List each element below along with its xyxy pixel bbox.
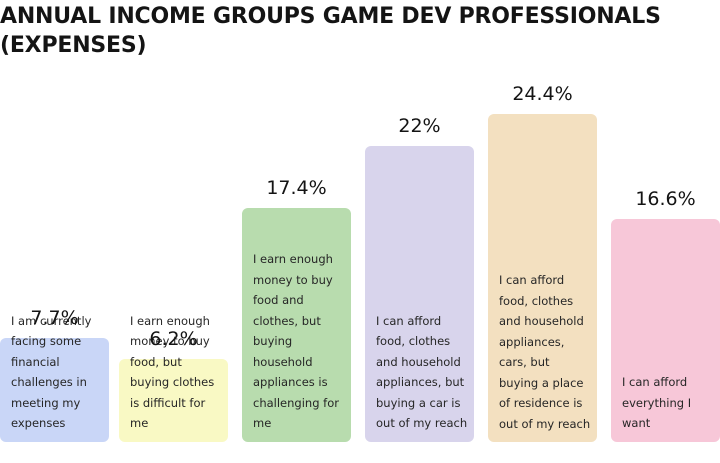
bar-category-label: I can afford everything I want xyxy=(622,375,692,431)
bar-category-label: I can afford food, clothes and household… xyxy=(499,273,591,431)
bar-category-label: I can afford food, clothes and household… xyxy=(376,313,468,431)
bar-2: I earn enough money to buy food, but buy… xyxy=(119,314,228,442)
bar-category-label: I earn enough money to buy food and clot… xyxy=(253,252,339,431)
bar-6: I can afford everything I want xyxy=(611,218,720,442)
bar-value-label: 6.2% xyxy=(149,327,198,350)
bar-5: I can afford food, clothes and household… xyxy=(488,114,597,442)
bar-value-label: 16.6% xyxy=(635,187,696,210)
bar-value-label: 17.4% xyxy=(266,177,327,200)
bar-1: I am currently facing some financial cha… xyxy=(0,314,109,442)
bar-3: I earn enough money to buy food and clot… xyxy=(242,208,351,442)
bar-4: I can afford food, clothes and household… xyxy=(365,146,474,442)
bar-category-label: I am currently facing some financial cha… xyxy=(11,313,92,431)
bar-category-label: I earn enough money to buy food, but buy… xyxy=(130,313,215,431)
chart-title: ANNUAL INCOME GROUPS GAME DEV PROFESSION… xyxy=(0,4,661,58)
bar-value-label: 22% xyxy=(398,115,441,138)
bar-value-label: 7.7% xyxy=(30,307,79,330)
bar-value-label: 24.4% xyxy=(512,83,573,105)
